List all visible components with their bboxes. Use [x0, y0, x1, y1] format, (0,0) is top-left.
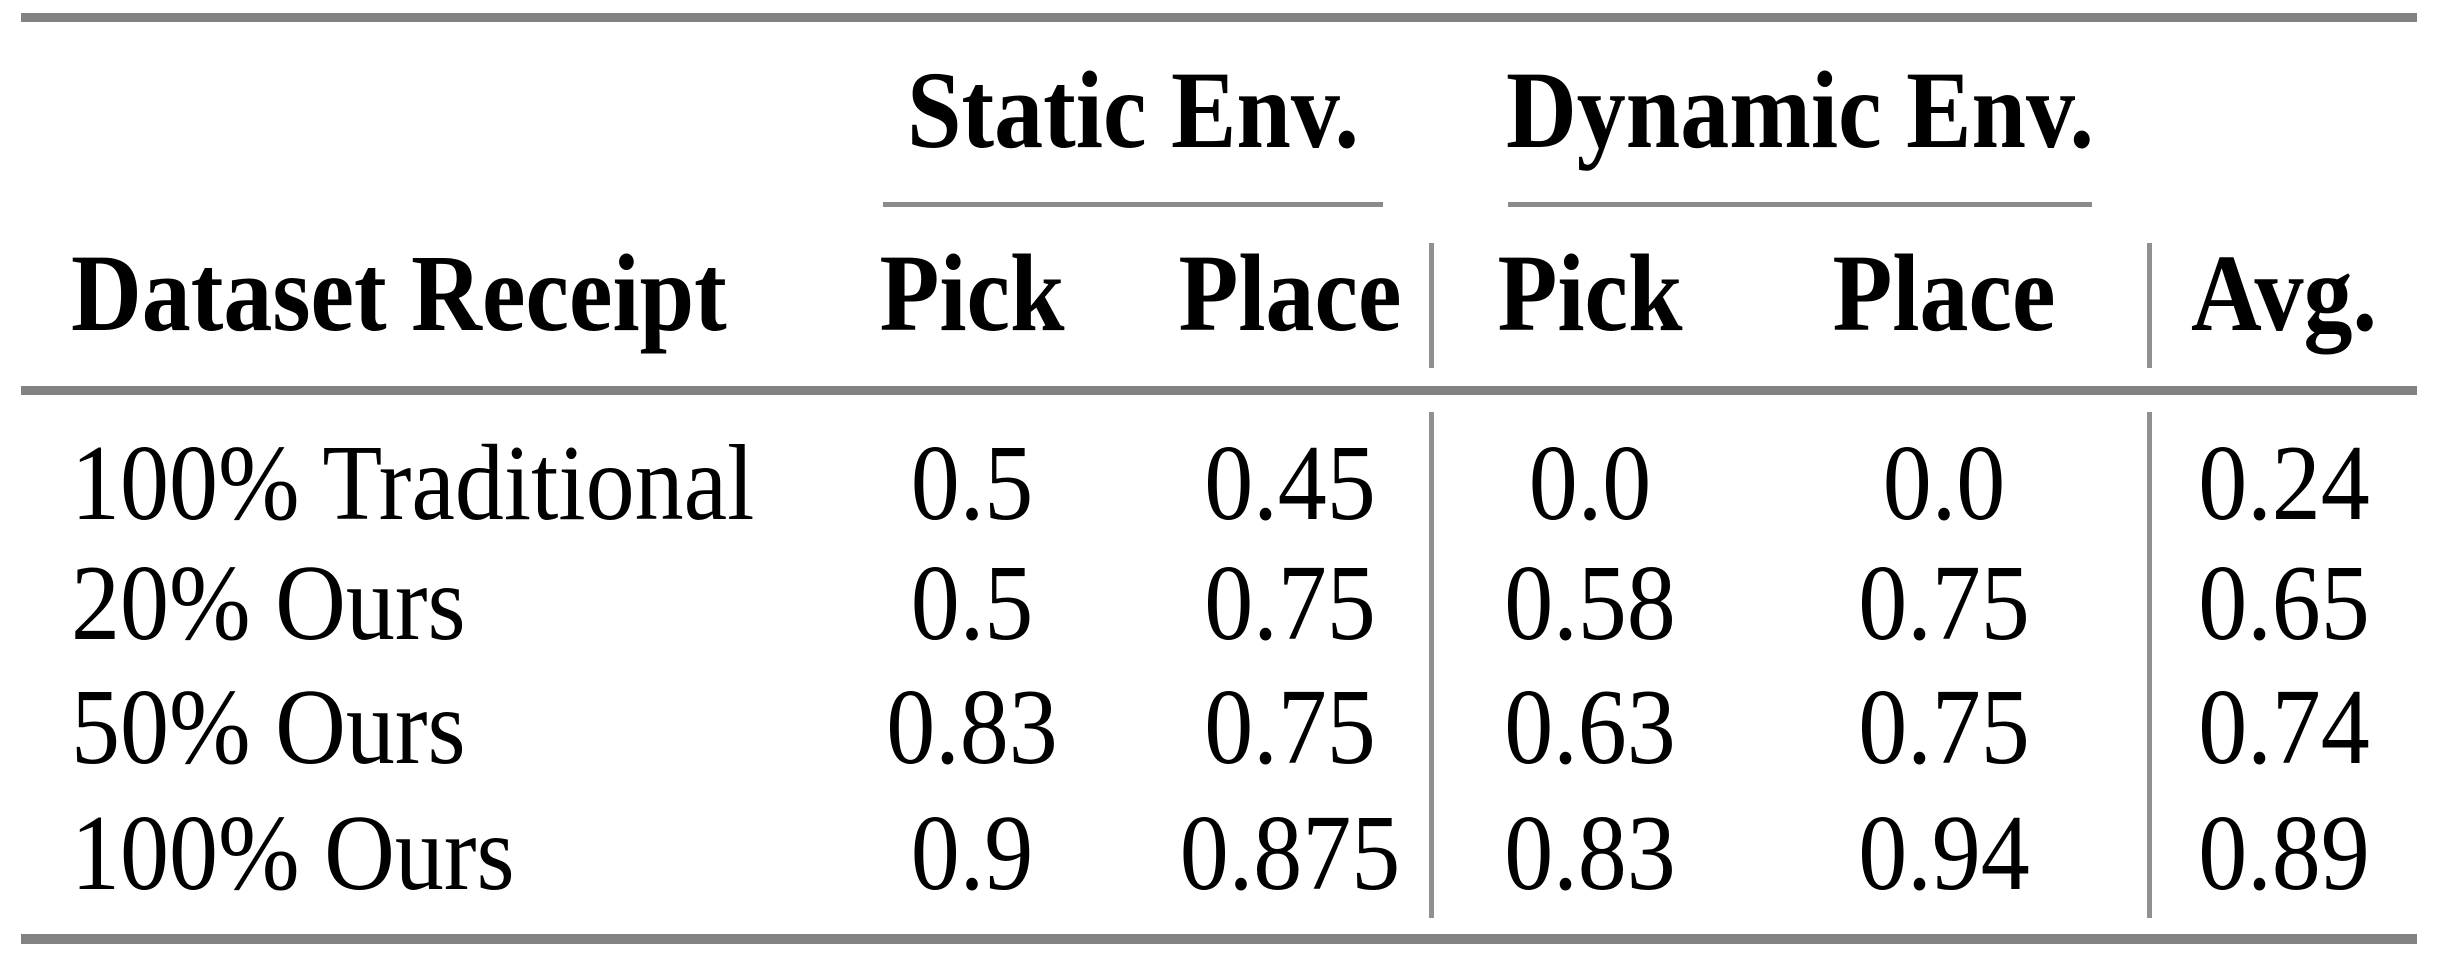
cell-dynamic-place: 0.0 — [1882, 424, 2006, 544]
cell-dynamic-place: 0.75 — [1858, 668, 2030, 788]
cell-dynamic-pick: 0.83 — [1504, 794, 1676, 914]
mid-rule — [21, 386, 2417, 395]
group-header-dynamic-env: Dynamic Env. — [1505, 50, 2095, 172]
row-label: 50% Ours — [71, 668, 466, 788]
cell-static-place: 0.45 — [1204, 424, 1376, 544]
col-header-row-label: Dataset Receipt — [71, 233, 727, 355]
row-label: 20% Ours — [71, 544, 466, 664]
col-header-static-place: Place — [1178, 233, 1402, 355]
group-header-dynamic-env-label: Dynamic Env. — [1505, 50, 2095, 172]
col-header-static-pick: Pick — [879, 233, 1065, 355]
cell-static-pick: 0.9 — [910, 794, 1034, 914]
cell-static-place: 0.75 — [1204, 544, 1376, 664]
col-header-dynamic-pick: Pick — [1497, 233, 1683, 355]
avg-divider-lower — [2147, 412, 2152, 918]
top-rule — [21, 13, 2417, 22]
cell-static-place: 0.875 — [1179, 794, 1401, 914]
static-dynamic-divider-upper — [1429, 243, 1434, 368]
cell-dynamic-place: 0.75 — [1858, 544, 2030, 664]
cell-dynamic-place: 0.94 — [1858, 794, 2030, 914]
static-dynamic-divider-lower — [1429, 412, 1434, 918]
cell-dynamic-pick: 0.63 — [1504, 668, 1676, 788]
static-env-cmidrule — [883, 202, 1383, 207]
row-label: 100% Ours — [71, 794, 515, 914]
cell-static-pick: 0.83 — [886, 668, 1058, 788]
cell-static-pick: 0.5 — [910, 544, 1034, 664]
cell-avg: 0.24 — [2198, 424, 2370, 544]
cell-avg: 0.74 — [2198, 668, 2370, 788]
cell-static-pick: 0.5 — [910, 424, 1034, 544]
bottom-rule — [21, 934, 2417, 944]
cell-static-place: 0.75 — [1204, 668, 1376, 788]
row-label: 100% Traditional — [71, 424, 755, 544]
group-header-static-env: Static Env. — [883, 55, 1383, 167]
group-header-static-env-label: Static Env. — [907, 50, 1359, 172]
col-header-dynamic-place: Place — [1832, 233, 2056, 355]
avg-divider-upper — [2147, 243, 2152, 368]
cell-dynamic-pick: 0.0 — [1528, 424, 1652, 544]
dynamic-env-cmidrule — [1508, 202, 2092, 207]
cell-avg: 0.65 — [2198, 544, 2370, 664]
col-header-avg: Avg. — [2191, 233, 2377, 355]
cell-avg: 0.89 — [2198, 794, 2370, 914]
cell-dynamic-pick: 0.58 — [1504, 544, 1676, 664]
